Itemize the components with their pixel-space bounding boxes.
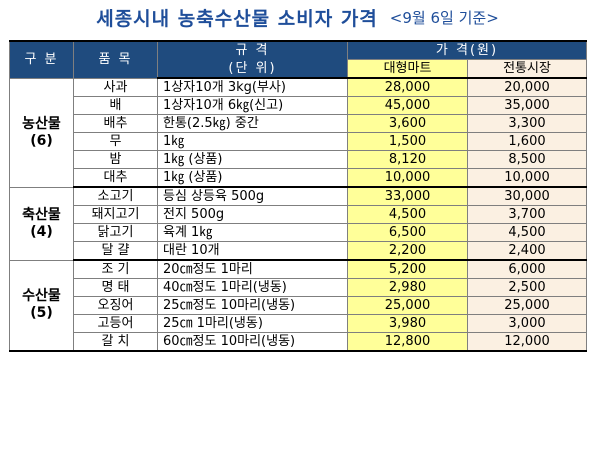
mart-price-cell: 3,980 — [347, 314, 468, 333]
item-cell: 밤 — [73, 150, 158, 169]
mart-price-cell: 45,000 — [347, 96, 468, 115]
mart-price-cell: 25,000 — [347, 296, 468, 315]
table-row: 배 1상자10개 6㎏(신고) 45,000 35,000 — [10, 96, 587, 115]
header-spec: 규 격 — [157, 41, 348, 60]
market-price-cell: 3,300 — [467, 114, 587, 133]
item-cell: 사과 — [73, 78, 158, 97]
mart-price-cell: 28,000 — [347, 78, 468, 97]
spec-cell: 1㎏ (상품) — [157, 168, 348, 188]
market-price-cell: 3,000 — [467, 314, 587, 333]
category-name: 농산물 — [22, 115, 61, 132]
spec-cell: 대란 10개 — [157, 241, 348, 261]
table-row: 대추 1㎏ (상품) 10,000 10,000 — [10, 168, 587, 188]
spec-cell: 40㎝정도 1마리(냉동) — [157, 278, 348, 297]
header-spec-unit: (단 위) — [157, 59, 348, 79]
table-row: 닭고기 육계 1㎏ 6,500 4,500 — [10, 223, 587, 242]
header-category: 구 분 — [9, 41, 74, 79]
table-row: 농산물 (6) 사과 1상자10개 3kg(부사) 28,000 20,000 — [9, 78, 587, 188]
item-cell: 오징어 — [73, 296, 158, 315]
header-mart: 대형마트 — [347, 59, 468, 79]
category-count: (4) — [30, 223, 53, 240]
item-cell: 명 태 — [73, 278, 158, 297]
item-cell: 돼지고기 — [73, 205, 158, 224]
market-price-cell: 8,500 — [467, 150, 587, 169]
table-row: 오징어 25㎝정도 10마리(냉동) 25,000 25,000 — [10, 296, 587, 315]
spec-cell: 1㎏ (상품) — [157, 150, 348, 169]
item-cell: 대추 — [73, 168, 158, 188]
page-bottom-margin — [0, 441, 595, 450]
mart-price-cell: 6,500 — [347, 223, 468, 242]
mart-price-cell: 10,000 — [347, 168, 468, 188]
spec-cell: 20㎝정도 1마리 — [157, 259, 348, 279]
mart-price-cell: 2,980 — [347, 278, 468, 297]
spec-cell: 1㎏ — [157, 132, 348, 151]
table-body: 농산물 (6) 사과 1상자10개 3kg(부사) 28,000 20,000 배 1상자10… — [9, 78, 587, 352]
spec-cell: 25㎝ 1마리(냉동) — [157, 314, 348, 333]
item-cell: 조 기 — [73, 259, 158, 279]
mart-price-cell: 33,000 — [347, 186, 468, 206]
category-count: (5) — [30, 305, 53, 322]
mart-price-cell: 1,500 — [347, 132, 468, 151]
mart-price-cell: 5,200 — [347, 259, 468, 279]
mart-price-cell: 2,200 — [347, 241, 468, 261]
table-row: 무 1㎏ 1,500 1,600 — [10, 132, 587, 151]
table-row: 달 걀 대란 10개 2,200 2,400 — [10, 241, 587, 261]
table-row: 밤 1㎏ (상품) 8,120 8,500 — [10, 150, 587, 169]
table-row: 명 태 40㎝정도 1마리(냉동) 2,980 2,500 — [10, 278, 587, 297]
item-cell: 달 걀 — [73, 241, 158, 261]
mart-price-cell: 3,600 — [347, 114, 468, 133]
market-price-cell: 2,400 — [467, 241, 587, 261]
spec-cell: 등심 상등육 500g — [157, 186, 348, 206]
spec-cell: 25㎝정도 10마리(냉동) — [157, 296, 348, 315]
market-price-cell: 35,000 — [467, 96, 587, 115]
spec-cell: 1상자10개 3kg(부사) — [157, 78, 348, 97]
market-price-cell: 25,000 — [467, 296, 587, 315]
market-price-cell: 20,000 — [467, 78, 587, 97]
item-cell: 배 — [73, 96, 158, 115]
table-row: 갈 치 60㎝정도 10마리(냉동) 12,800 12,000 — [10, 332, 587, 352]
table-row: 축산물 (4) 소고기 등심 상등육 500g 33,000 30,000 — [9, 186, 587, 261]
item-cell: 배추 — [73, 114, 158, 133]
category-name: 수산물 — [22, 288, 61, 305]
market-price-cell: 10,000 — [467, 168, 587, 188]
category-count: (6) — [30, 132, 53, 149]
spec-cell: 1상자10개 6㎏(신고) — [157, 96, 348, 115]
table-row: 고등어 25㎝ 1마리(냉동) 3,980 3,000 — [10, 314, 587, 333]
mart-price-cell: 8,120 — [347, 150, 468, 169]
market-price-cell: 30,000 — [467, 186, 587, 206]
market-price-cell: 1,600 — [467, 132, 587, 151]
item-cell: 고등어 — [73, 314, 158, 333]
category-cell: 농산물 (6) — [9, 78, 74, 188]
table-row: 수산물 (5) 조 기 20㎝정도 1마리 5,200 6,000 — [9, 259, 587, 352]
date-label: <9월 6일 기준> — [389, 8, 499, 27]
item-cell: 무 — [73, 132, 158, 151]
market-price-cell: 2,500 — [467, 278, 587, 297]
spec-cell: 육계 1㎏ — [157, 223, 348, 242]
header-price: 가 격(원) — [347, 41, 587, 60]
market-price-cell: 12,000 — [467, 332, 587, 352]
spec-cell: 한통(2.5㎏) 중간 — [157, 114, 348, 133]
category-cell: 축산물 (4) — [9, 186, 74, 261]
spec-cell: 60㎝정도 10마리(냉동) — [157, 332, 348, 352]
header-market: 전통시장 — [467, 59, 587, 79]
market-price-cell: 6,000 — [467, 259, 587, 279]
title-bar: 세종시내 농축수산물 소비자 가격 <9월 6일 기준> — [0, 0, 595, 34]
item-cell: 소고기 — [73, 186, 158, 206]
table-row: 배추 한통(2.5㎏) 중간 3,600 3,300 — [10, 114, 587, 133]
price-table: 구 분 품 목 규 격 가 격(원) (단 위) 대형마트 전통시장 농산물 (6… — [9, 40, 587, 352]
spec-cell: 전지 500g — [157, 205, 348, 224]
category-cell: 수산물 (5) — [9, 259, 74, 352]
mart-price-cell: 4,500 — [347, 205, 468, 224]
item-cell: 닭고기 — [73, 223, 158, 242]
table-row: 돼지고기 전지 500g 4,500 3,700 — [10, 205, 587, 224]
mart-price-cell: 12,800 — [347, 332, 468, 352]
item-cell: 갈 치 — [73, 332, 158, 352]
header-item: 품 목 — [73, 41, 158, 79]
market-price-cell: 3,700 — [467, 205, 587, 224]
category-name: 축산물 — [22, 206, 61, 223]
page-title: 세종시내 농축수산물 소비자 가격 — [96, 7, 378, 30]
market-price-cell: 4,500 — [467, 223, 587, 242]
